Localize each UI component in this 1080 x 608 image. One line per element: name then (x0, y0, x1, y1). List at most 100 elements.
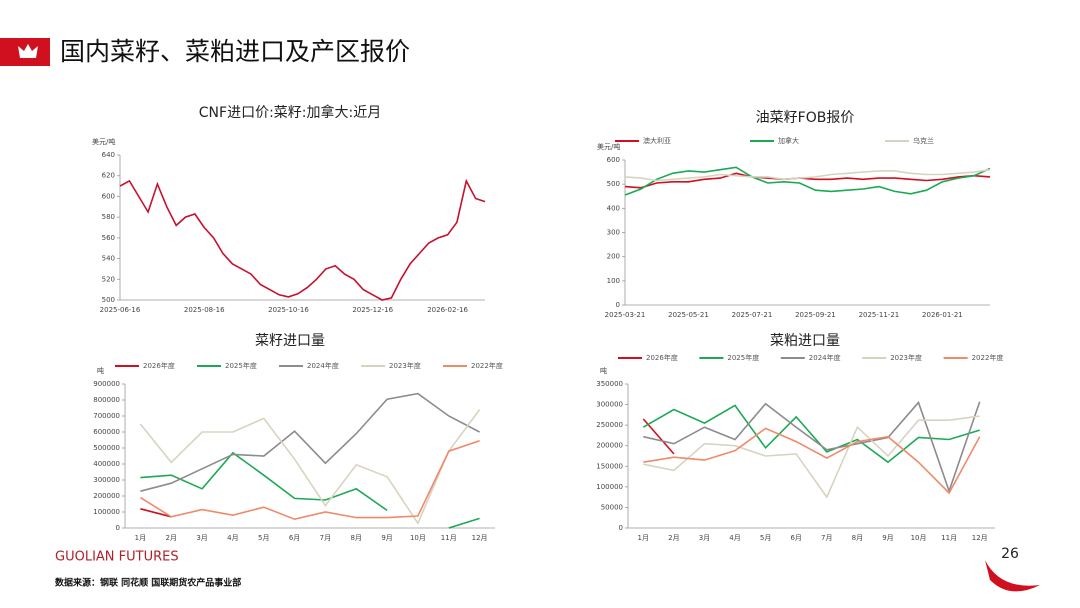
y-tick-label: 200 (607, 253, 620, 261)
y-tick-label: 250000 (596, 421, 623, 429)
y-tick-label: 600 (102, 192, 115, 200)
x-tick-label: 2025-08-16 (184, 306, 225, 314)
series-line (140, 451, 480, 529)
y-tick-label: 100000 (93, 508, 120, 516)
y-tick-label: 300000 (596, 401, 623, 409)
x-tick-label: 1月 (638, 534, 649, 542)
x-tick-label: 7月 (821, 534, 832, 542)
y-tick-label: 150000 (596, 462, 623, 470)
y-tick-label: 500000 (93, 444, 120, 452)
x-tick-label: 2025-09-21 (795, 311, 836, 319)
x-tick-label: 11月 (941, 534, 957, 542)
y-tick-label: 580 (102, 213, 115, 221)
y-tick-label: 350000 (596, 380, 623, 388)
legend-label: 2023年度 (389, 361, 421, 370)
x-tick-label: 2025-10-16 (268, 306, 309, 314)
legend-label: 2024年度 (809, 353, 841, 362)
y-tick-label: 400000 (93, 460, 120, 468)
series-line (139, 440, 480, 521)
x-tick-label: 10月 (911, 534, 927, 542)
brand: GUOLIAN FUTURES (55, 550, 179, 565)
y-tick-label: 100000 (596, 483, 623, 491)
x-tick-label: 2025-11-21 (859, 311, 900, 319)
x-tick-label: 7月 (320, 534, 331, 542)
x-tick-label: 1月 (135, 534, 146, 542)
series-line (140, 392, 480, 492)
y-tick-label: 200000 (93, 492, 120, 500)
legend-label: 2023年度 (890, 353, 922, 362)
x-tick-label: 2025-05-21 (668, 311, 709, 319)
series-line (140, 508, 172, 518)
source: 数据来源：钢联 同花顺 国联期货农产品事业部 (55, 577, 241, 589)
chart-title: 菜籽进口量 (255, 333, 325, 349)
legend-label: 2026年度 (143, 361, 175, 370)
series-line (624, 168, 991, 182)
x-tick-label: 2025-06-16 (100, 306, 141, 314)
x-tick-label: 8月 (852, 534, 863, 542)
y-tick-label: 300 (607, 229, 620, 237)
series-line (643, 400, 981, 494)
y-tick-label: 520 (102, 275, 115, 283)
y-axis-label: 美元/吨 (597, 142, 620, 151)
y-tick-label: 0 (619, 524, 623, 532)
y-tick-label: 100 (607, 277, 620, 285)
x-tick-label: 2月 (668, 534, 679, 542)
page-number: 26 (1001, 546, 1019, 562)
legend-label: 乌克兰 (913, 136, 934, 145)
legend-label: 2022年度 (972, 353, 1004, 362)
x-tick-label: 4月 (227, 534, 238, 542)
y-tick-label: 50000 (601, 503, 623, 511)
y-tick-label: 540 (102, 255, 115, 263)
x-tick-label: 12月 (472, 534, 488, 542)
series-line (624, 166, 991, 196)
y-tick-label: 600000 (93, 428, 120, 436)
x-tick-label: 2026-02-16 (427, 306, 468, 314)
legend-label: 2022年度 (471, 361, 503, 370)
y-tick-label: 560 (102, 234, 115, 242)
series-line (643, 427, 981, 495)
x-tick-label: 10月 (410, 534, 426, 542)
series-line (139, 409, 481, 525)
legend-label: 2024年度 (307, 361, 339, 370)
x-tick-label: 3月 (196, 534, 207, 542)
y-tick-label: 500 (607, 180, 620, 188)
series-line (643, 415, 980, 499)
x-tick-label: 2025-03-21 (605, 311, 646, 319)
y-axis-label: 吨 (97, 366, 104, 375)
x-tick-label: 3月 (699, 534, 710, 542)
x-tick-label: 2026-01-21 (922, 311, 963, 319)
legend-label: 澳大利亚 (643, 136, 671, 145)
x-tick-label: 6月 (790, 534, 801, 542)
x-tick-label: 9月 (882, 534, 893, 542)
y-axis-label: 吨 (600, 366, 607, 375)
legend-label: 2025年度 (727, 353, 759, 362)
y-tick-label: 0 (616, 301, 620, 309)
slide-title: 国内菜籽、菜粕进口及产区报价 (60, 37, 410, 66)
chart-title: 油菜籽FOB报价 (756, 110, 855, 126)
swoosh (985, 560, 1040, 592)
y-tick-label: 800000 (93, 396, 120, 404)
series-line (642, 404, 980, 464)
y-tick-label: 500 (102, 296, 115, 304)
legend-label: 2025年度 (225, 361, 257, 370)
x-tick-label: 5月 (760, 534, 771, 542)
x-tick-label: 5月 (258, 534, 269, 542)
y-tick-label: 300000 (93, 476, 120, 484)
y-tick-label: 600 (607, 156, 620, 164)
x-tick-label: 2月 (166, 534, 177, 542)
y-tick-label: 400 (607, 204, 620, 212)
series-line (624, 172, 991, 189)
y-tick-label: 700000 (93, 412, 120, 420)
x-tick-label: 11月 (441, 534, 457, 542)
y-tick-label: 900000 (93, 380, 120, 388)
legend-label: 加拿大 (778, 136, 799, 145)
y-tick-label: 620 (102, 172, 115, 180)
x-tick-label: 6月 (289, 534, 300, 542)
x-tick-label: 12月 (972, 534, 988, 542)
chart-title: CNF进口价:菜籽:加拿大:近月 (199, 104, 381, 121)
y-tick-label: 0 (116, 524, 120, 532)
x-tick-label: 2025-12-16 (352, 306, 393, 314)
y-tick-label: 640 (102, 151, 115, 159)
y-axis-label: 美元/吨 (92, 137, 115, 146)
